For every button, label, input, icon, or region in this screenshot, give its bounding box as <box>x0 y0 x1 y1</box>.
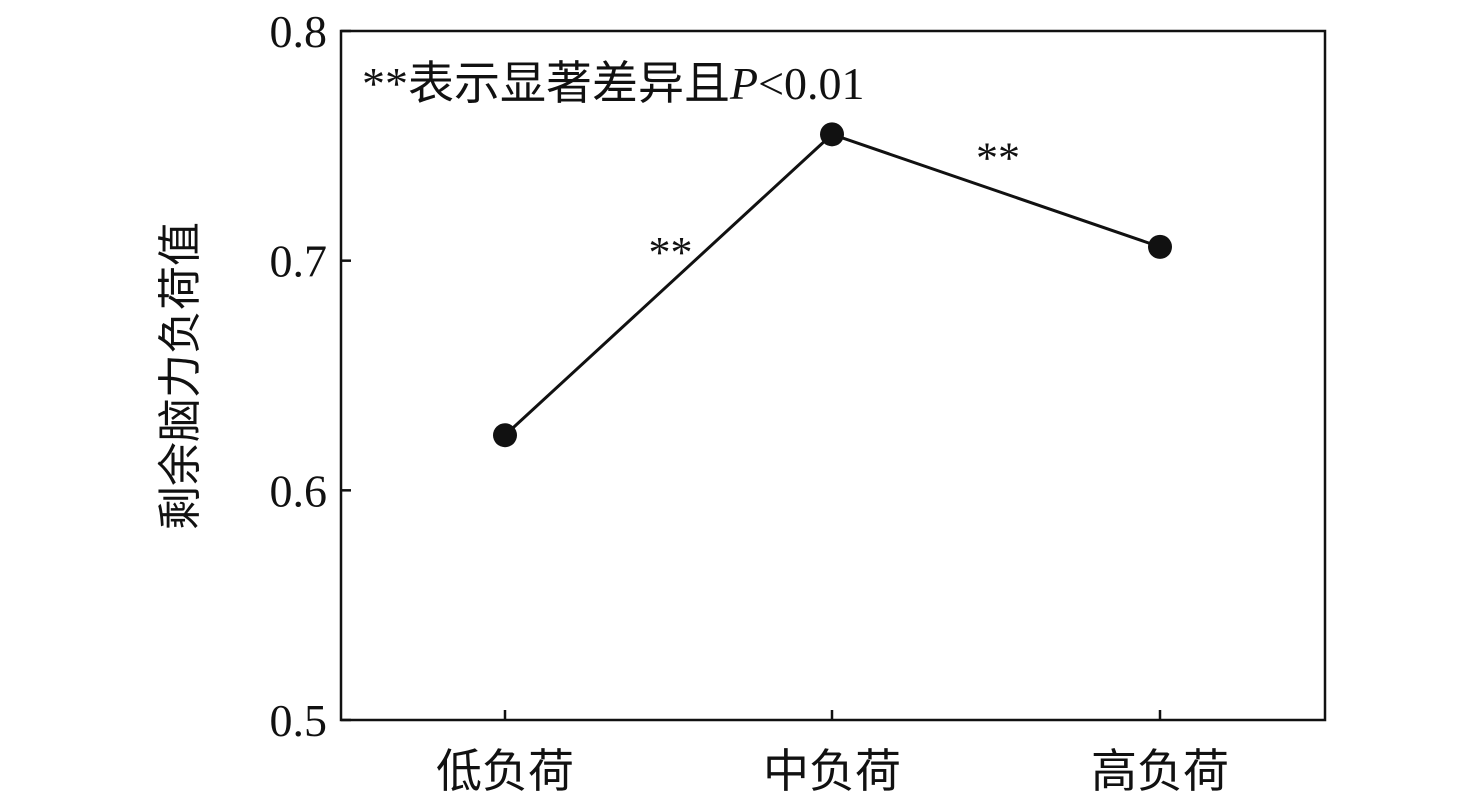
y-axis-title: 剩余脑力负荷值 <box>156 222 205 530</box>
y-tick-label: 0.5 <box>270 695 328 746</box>
y-tick-label: 0.8 <box>270 6 328 57</box>
data-point <box>820 122 844 147</box>
series-line <box>503 132 1161 437</box>
series <box>493 122 1172 448</box>
y-tick-label: 0.6 <box>270 465 328 516</box>
x-tick-label: 低负荷 <box>436 746 574 797</box>
significance-note-italic: P <box>729 58 758 109</box>
significance-marks: ** ** <box>649 134 1021 277</box>
significance-note-suffix: <0.01 <box>758 58 864 109</box>
x-axis: 低负荷 中负荷 高负荷 <box>436 710 1229 797</box>
data-point <box>1148 234 1172 259</box>
significance-mark: ** <box>976 134 1020 183</box>
x-tick-label: 高负荷 <box>1091 746 1229 797</box>
x-tick-label: 中负荷 <box>763 746 901 797</box>
data-point <box>493 423 517 448</box>
y-axis: 0.5 0.6 0.7 0.8 <box>270 6 351 746</box>
significance-note: **表示显著差异且P<0.01 <box>362 58 865 109</box>
y-tick-label: 0.7 <box>270 236 328 287</box>
significance-mark: ** <box>649 228 693 277</box>
significance-note-prefix: **表示显著差异且 <box>362 58 730 109</box>
